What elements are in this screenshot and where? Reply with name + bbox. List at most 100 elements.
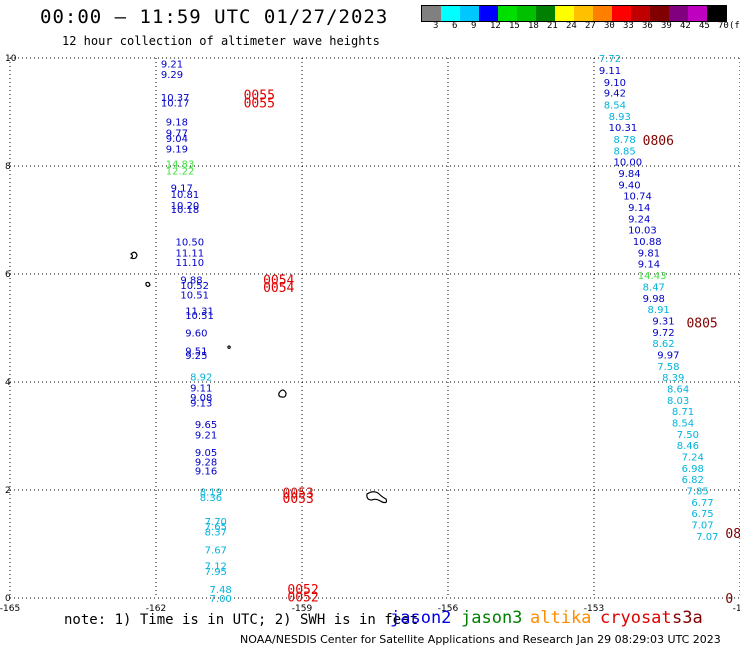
wave-height-label: 9.84 (618, 169, 640, 180)
map-title: 00:00 — 11:59 UTC 01/27/2023 (40, 6, 389, 28)
color-scale-label: 18 (528, 21, 539, 31)
wave-height-label: 7.95 (205, 567, 227, 578)
wave-height-label: 8.85 (613, 146, 635, 157)
legend-item-jason3: jason3 (461, 608, 523, 628)
wave-height-label: 9.10 (604, 78, 626, 89)
pass-time-label: 0053 (283, 487, 314, 502)
legend-item-jason2: jason2 (390, 608, 452, 628)
credit-line: NOAA/NESDIS Center for Satellite Applica… (240, 633, 721, 646)
color-swatch (555, 6, 574, 21)
wave-height-label: 7.85 (686, 487, 708, 498)
color-swatch (460, 6, 479, 21)
color-swatch (422, 6, 441, 21)
wave-height-label: 8.71 (672, 407, 694, 418)
color-swatch (574, 6, 593, 21)
color-scale-label: 6 (452, 21, 458, 31)
wave-height-label: 9.51 (185, 347, 207, 358)
wave-height-label: 10.00 (613, 158, 642, 169)
wave-height-label: 9.05 (195, 448, 217, 459)
wave-height-label: 7.50 (677, 430, 699, 441)
wave-height-label: 7.24 (682, 453, 704, 464)
island-group-outline (366, 491, 388, 504)
wave-height-label: 9.97 (657, 350, 679, 361)
color-swatch (479, 6, 498, 21)
wave-height-label: 9.14 (628, 203, 650, 214)
wave-height-label: 7.67 (205, 545, 227, 556)
wave-height-label: 7.58 (657, 362, 679, 373)
small-island-outline (145, 281, 151, 288)
pass-time-label: 0 (725, 592, 733, 607)
wave-height-label: 8.19 (200, 488, 222, 499)
color-scale-label: 15 (509, 21, 520, 31)
y-tick-label: 10 (5, 54, 17, 64)
wave-height-label: 9.04 (166, 134, 188, 145)
color-scale-label: 36 (642, 21, 653, 31)
color-swatch (441, 6, 460, 21)
color-scale-label: 42 (680, 21, 691, 31)
wave-height-label: 6.98 (682, 464, 704, 475)
wave-height-label: 9.11 (190, 383, 212, 394)
wave-height-label: 14.43 (638, 271, 667, 282)
color-scale-label: 39 (661, 21, 672, 31)
wave-height-label: 7.48 (210, 585, 232, 596)
x-tick-label: -162 (146, 604, 166, 614)
x-tick-label: -165 (0, 604, 20, 614)
wave-height-label: 9.14 (638, 260, 660, 271)
color-swatch (536, 6, 555, 21)
color-swatch (669, 6, 688, 21)
pass-time-label: 0055 (244, 96, 275, 111)
color-scale-label: 24 (566, 21, 577, 31)
wave-height-label: 8.92 (190, 373, 212, 384)
y-tick-label: 2 (5, 486, 11, 496)
color-scale-label: 3 (433, 21, 439, 31)
pass-time-label: 0055 (244, 89, 275, 104)
color-swatch (688, 6, 707, 21)
wave-height-label: 9.60 (185, 328, 207, 339)
wave-height-label: 11.11 (175, 248, 204, 259)
wave-height-label: 9.21 (161, 59, 183, 70)
island-outline (278, 389, 287, 398)
wave-height-label: 8.37 (205, 528, 227, 539)
wave-height-label: 9.11 (599, 66, 621, 77)
wave-height-label: 8.78 (613, 135, 635, 146)
wave-height-label: 8.64 (667, 384, 689, 395)
color-swatch (707, 6, 726, 21)
wave-height-label: 11.31 (185, 307, 214, 318)
pass-time-label: 0052 (287, 590, 318, 605)
wave-height-label: 6.75 (691, 509, 713, 520)
wave-height-label: 10.18 (171, 205, 200, 216)
color-scale-label: 45 (699, 21, 710, 31)
color-scale-label: 9 (471, 21, 477, 31)
x-tick-label: -153 (584, 604, 604, 614)
pass-time-label: 0052 (287, 583, 318, 598)
wave-height-label: 7.07 (696, 532, 718, 543)
wave-height-label: 8.62 (652, 339, 674, 350)
wave-height-label: 7.70 (205, 517, 227, 528)
wave-height-label: 14.83 (166, 159, 195, 170)
wave-height-label: 10.31 (609, 123, 638, 134)
color-swatch (631, 6, 650, 21)
pass-time-label: 0053 (283, 492, 314, 507)
wave-height-label: 10.88 (633, 237, 662, 248)
color-swatch (612, 6, 631, 21)
wave-height-label: 9.77 (166, 129, 188, 140)
pass-time-label: 0806 (643, 134, 674, 149)
wave-height-label: 8.93 (609, 112, 631, 123)
color-scale-label: (ft) (729, 21, 740, 31)
wave-height-label: 9.28 (195, 457, 217, 468)
x-tick-label: -159 (292, 604, 313, 614)
wave-height-label: 9.65 (195, 420, 217, 431)
pass-time-label: 0805 (686, 317, 717, 332)
wave-height-label: 9.16 (195, 467, 217, 478)
color-scale-bar (421, 5, 727, 22)
wave-height-label: 7.12 (205, 562, 227, 573)
color-scale-label: 27 (585, 21, 596, 31)
legend-item-cryosat: cryosat (600, 608, 672, 628)
small-island-outline (129, 251, 138, 260)
legend-item-altika: altika (530, 608, 592, 628)
wave-height-label: 9.40 (618, 180, 640, 191)
y-tick-label: 4 (5, 378, 11, 388)
wave-height-label: 8.36 (200, 493, 222, 504)
wave-height-label: 12.22 (166, 166, 195, 177)
wave-height-label: 7.72 (599, 54, 621, 65)
